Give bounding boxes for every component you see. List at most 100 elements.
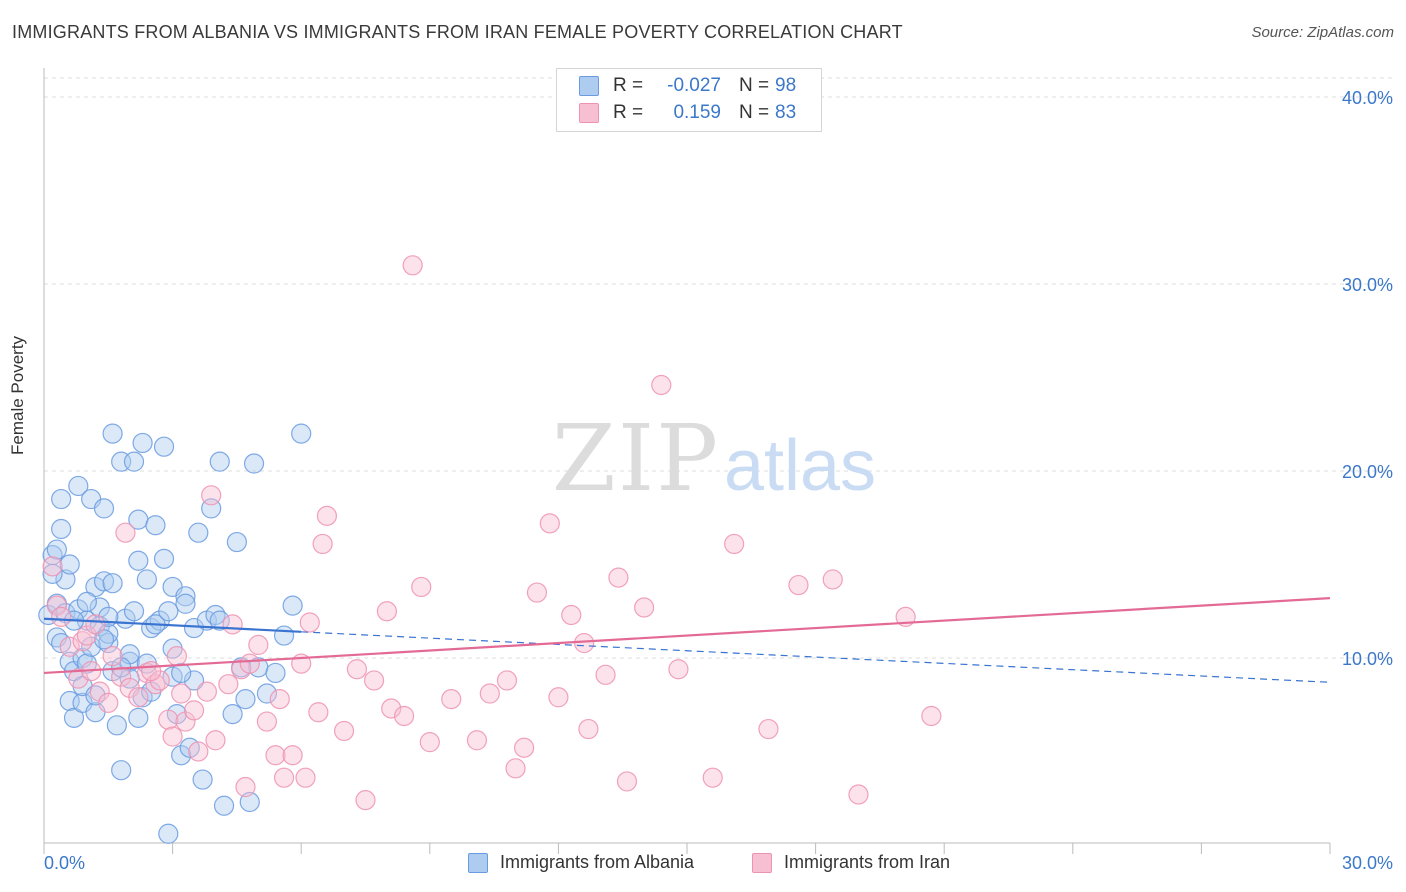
albania-point	[209, 451, 230, 472]
r-key: R =	[613, 102, 644, 123]
iran-point	[402, 255, 423, 276]
albania-point	[46, 539, 67, 560]
r-value-iran: 0.159	[673, 102, 721, 123]
albania-point	[132, 432, 153, 454]
iran-point	[158, 709, 179, 730]
iran-point	[668, 659, 689, 680]
iran-legend-swatch	[752, 852, 772, 873]
albania-legend-swatch	[468, 852, 488, 873]
albania-point	[239, 791, 260, 813]
iran-point	[162, 726, 183, 747]
iran-point	[205, 730, 226, 751]
iran-point	[299, 612, 320, 633]
iran-point	[514, 737, 535, 758]
iran-point	[218, 674, 239, 695]
albania-point	[68, 475, 89, 497]
iran-point	[188, 741, 209, 762]
iran-point	[256, 711, 278, 732]
albania-point	[145, 515, 166, 536]
albania-point	[128, 550, 149, 571]
albania-point	[273, 625, 295, 646]
iran-point	[479, 683, 500, 704]
iran-point	[89, 681, 110, 702]
albania-point	[123, 601, 145, 622]
iran-point	[724, 533, 745, 555]
albania-point	[243, 453, 265, 474]
iran-point	[505, 758, 526, 779]
iran-point	[312, 533, 333, 555]
albania-point	[123, 451, 145, 472]
albania-point	[158, 601, 179, 622]
stats-row-iran: R = 0.159 N = 83	[579, 101, 796, 125]
albania-point	[59, 554, 80, 575]
iran-point	[758, 718, 779, 740]
iran-point	[595, 664, 616, 685]
albania-point	[171, 662, 192, 684]
albania-point	[158, 823, 179, 844]
legend-item-iran[interactable]: Immigrants from Iran	[752, 852, 950, 873]
y-tick-label: 10.0%	[1342, 649, 1393, 669]
iran-point	[222, 614, 243, 635]
albania-swatch	[579, 76, 599, 96]
iran-point	[355, 790, 376, 811]
iran-point	[235, 776, 256, 798]
grid-lines	[44, 77, 1393, 659]
iran-swatch	[579, 103, 599, 123]
iran-point	[85, 614, 106, 635]
albania-point	[291, 423, 312, 444]
albania-point	[183, 670, 205, 691]
albania-point	[213, 795, 235, 816]
iran-point	[239, 653, 260, 674]
iran-point	[848, 784, 869, 805]
source-label: Source: ZipAtlas.com	[1251, 24, 1394, 41]
iran-point	[76, 625, 97, 646]
x-tick-label: 30.0%	[1342, 853, 1393, 873]
x-tick-label: 0.0%	[44, 853, 85, 873]
series-legend: Immigrants from Albania Immigrants from …	[0, 852, 1406, 876]
albania-point	[188, 522, 209, 543]
albania-point	[226, 531, 247, 553]
iran-point	[265, 745, 286, 766]
iran-point	[496, 670, 518, 691]
albania-point	[93, 498, 115, 519]
albania-point	[183, 617, 205, 639]
iran-point	[616, 771, 638, 792]
iran-point	[201, 485, 222, 506]
albania-trend-dashed	[301, 631, 1331, 683]
r-key: R =	[613, 75, 644, 96]
iran-point	[376, 601, 398, 622]
iran-point	[634, 597, 655, 618]
albania-point	[235, 689, 256, 710]
iran-point	[921, 705, 942, 727]
albania-point	[63, 707, 85, 728]
albania-point	[76, 591, 97, 613]
albania-point	[42, 563, 63, 584]
y-axis-label: Female Poverty	[8, 335, 27, 455]
albania-point	[59, 690, 80, 712]
iran-point	[269, 689, 290, 710]
iran-point	[526, 582, 548, 603]
iran-point	[166, 646, 187, 667]
iran-point	[51, 606, 72, 627]
watermark-zip: ZIP	[552, 405, 720, 512]
iran-point	[248, 634, 269, 656]
watermark-atlas: atlas	[724, 426, 876, 506]
iran-point	[608, 567, 629, 588]
albania-point	[282, 595, 303, 616]
chart-title: IMMIGRANTS FROM ALBANIA VS IMMIGRANTS FR…	[12, 22, 903, 42]
iran-point	[574, 632, 595, 654]
iran-point	[411, 576, 432, 598]
iran-point	[175, 711, 196, 732]
iran-point	[68, 668, 89, 689]
albania-point	[153, 436, 175, 457]
iran-point	[171, 683, 192, 704]
iran-point	[393, 705, 415, 727]
iran-point	[111, 666, 132, 687]
albania-point	[175, 586, 196, 607]
albania-point	[256, 683, 278, 704]
legend-item-albania[interactable]: Immigrants from Albania	[468, 852, 694, 873]
iran-point	[788, 574, 809, 596]
iran-point	[115, 522, 136, 543]
n-value-iran: 83	[775, 102, 797, 123]
